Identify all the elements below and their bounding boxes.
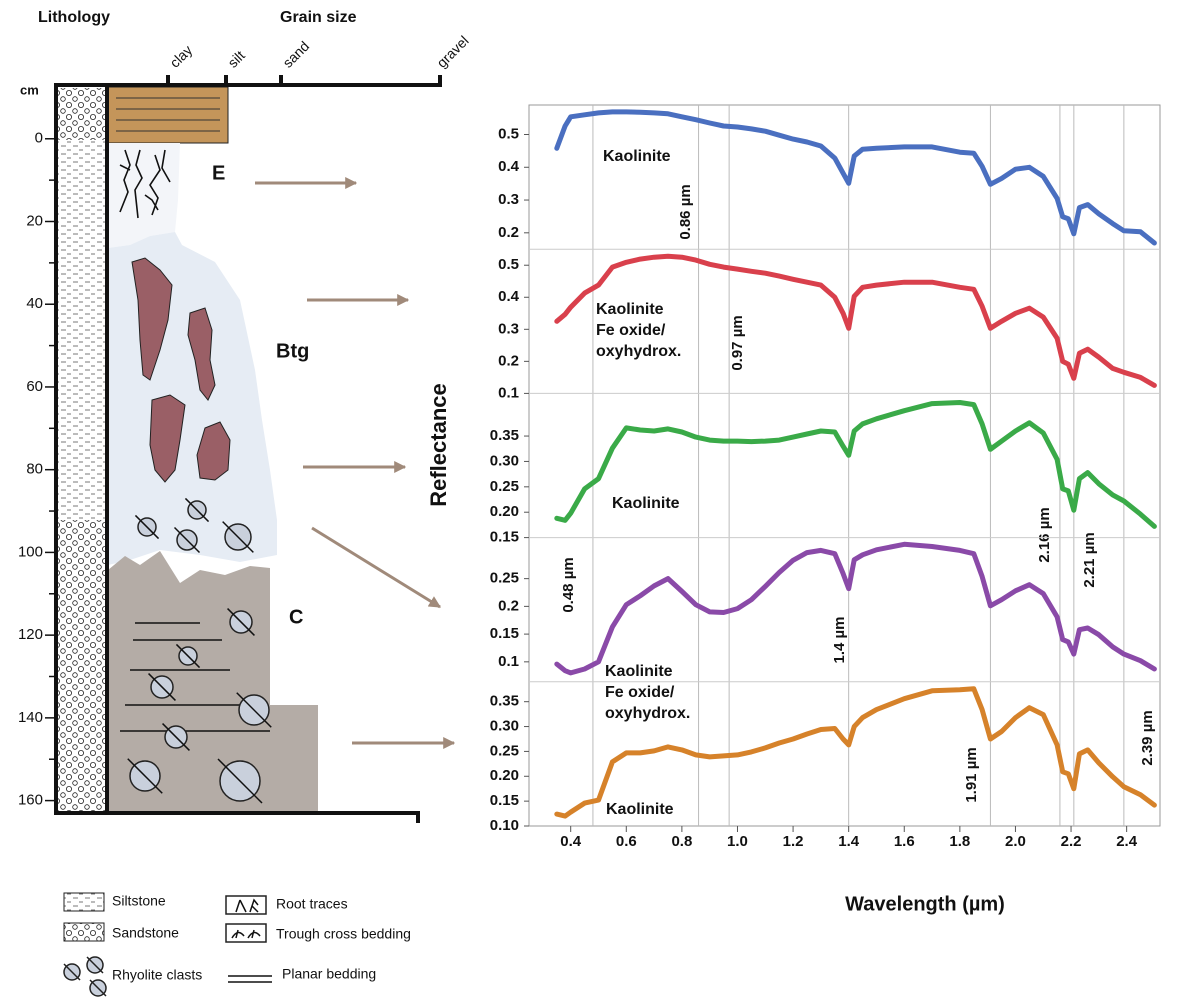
page: Lithology Grain size cm xyxy=(0,0,1184,999)
legend-label: Trough cross bedding xyxy=(276,926,411,942)
y-tick-label: 0.20 xyxy=(490,503,519,520)
reference-label: 2.21 µm xyxy=(1081,532,1098,587)
depth-unit: cm xyxy=(20,82,39,97)
x-tick-label: 0.4 xyxy=(560,833,582,850)
e-horizon xyxy=(108,143,180,248)
reference-label: 2.39 µm xyxy=(1139,710,1156,765)
x-tick-label: 0.8 xyxy=(671,833,692,850)
legend-swatch xyxy=(64,893,104,911)
mineral-label: oxyhydrox. xyxy=(605,705,690,722)
y-tick-label: 0.20 xyxy=(490,767,519,784)
horizon-label: C xyxy=(289,606,303,628)
reference-label: 2.16 µm xyxy=(1036,507,1053,562)
spectrum-line xyxy=(557,544,1155,673)
arrows xyxy=(255,183,454,743)
mineral-label: Kaolinite xyxy=(612,495,680,512)
depth-tick-label: 120 xyxy=(18,626,43,643)
y-tick-label: 0.3 xyxy=(498,191,519,208)
y-tick-label: 0.4 xyxy=(498,158,520,175)
legend: Siltstone Sandstone Root traces Trough c… xyxy=(64,893,411,996)
y-tick-label: 0.1 xyxy=(498,653,519,670)
grain-size-label: sand xyxy=(279,38,312,71)
grain-size-label: gravel xyxy=(433,32,471,70)
y-tick-label: 0.5 xyxy=(498,256,519,273)
x-tick-label: 1.4 xyxy=(838,833,860,850)
depth-tick-label: 20 xyxy=(26,212,43,229)
sandstone-layer xyxy=(58,88,106,140)
x-tick-label: 1.8 xyxy=(949,833,970,850)
y-axis-title: Reflectance xyxy=(426,383,451,507)
y-tick-label: 0.35 xyxy=(490,427,519,444)
mineral-label: Kaolinite xyxy=(596,301,664,318)
reference-label: 0.86 µm xyxy=(677,184,694,239)
y-tick-label: 0.25 xyxy=(490,570,519,587)
y-tick-label: 0.15 xyxy=(490,529,519,546)
legend-label: Planar bedding xyxy=(282,966,376,982)
reference-label: 1.91 µm xyxy=(963,747,980,802)
x-tick-label: 0.6 xyxy=(616,833,637,850)
y-tick-label: 0.30 xyxy=(490,718,519,735)
legend-swatch xyxy=(64,957,106,996)
y-tick-label: 0.25 xyxy=(490,742,519,759)
reference-label: 1.4 µm xyxy=(831,617,848,664)
y-tick-label: 0.2 xyxy=(498,352,519,369)
depth-axis: 0 20 40 60 80 100 120 140 160 xyxy=(18,130,56,809)
x-tick-label: 2.0 xyxy=(1005,833,1026,850)
spectrum-line xyxy=(557,112,1155,243)
x-tick-label: 2.4 xyxy=(1116,833,1138,850)
depth-tick-label: 80 xyxy=(26,461,43,478)
legend-swatch xyxy=(226,924,266,942)
sandstone-layer xyxy=(58,520,106,811)
x-tick-label: 1.6 xyxy=(894,833,915,850)
x-tick-label: 2.2 xyxy=(1061,833,1082,850)
siltstone-layer xyxy=(58,140,106,520)
figure: Lithology Grain size cm xyxy=(0,0,1184,999)
horizon-label: Btg xyxy=(276,340,309,362)
mineral-label: Fe oxide/ xyxy=(605,684,675,701)
grain-size-label: silt xyxy=(224,47,247,70)
legend-label: Siltstone xyxy=(112,893,166,909)
y-tick-label: 0.2 xyxy=(498,597,519,614)
grain-size-title: Grain size xyxy=(280,9,357,26)
x-axis-title: Wavelength (µm) xyxy=(845,893,1005,915)
y-tick-label: 0.5 xyxy=(498,125,519,142)
spectra-chart: Reflectance Wavelength (µm) 0.48 µm 0.86 … xyxy=(426,105,1160,915)
reference-label: 0.97 µm xyxy=(729,315,746,370)
mineral-label: Kaolinite xyxy=(603,148,671,165)
x-tick-label: 1.2 xyxy=(783,833,804,850)
y-tick-label: 0.4 xyxy=(498,288,520,305)
depth-tick-label: 0 xyxy=(35,130,43,147)
y-tick-label: 0.15 xyxy=(490,625,519,642)
top-layer xyxy=(108,87,228,143)
lithology-title: Lithology xyxy=(38,9,110,26)
y-tick-label: 0.25 xyxy=(490,478,519,495)
legend-swatch xyxy=(228,976,272,982)
depth-tick-label: 160 xyxy=(18,792,43,809)
x-tick-label: 1.0 xyxy=(727,833,748,850)
y-tick-label: 0.30 xyxy=(490,452,519,469)
horizon-label: E xyxy=(212,162,225,184)
spectrum-line xyxy=(557,256,1155,385)
grain-size-label: clay xyxy=(166,42,195,71)
y-tick-label: 0.3 xyxy=(498,320,519,337)
mineral-label: Kaolinite xyxy=(605,663,673,680)
depth-tick-label: 40 xyxy=(26,295,43,312)
reference-label: 0.48 µm xyxy=(560,557,577,612)
legend-label: Root traces xyxy=(276,896,348,912)
y-tick-label: 0.10 xyxy=(490,817,519,834)
lithology-diagram: Lithology Grain size cm xyxy=(18,9,472,996)
y-tick-label: 0.2 xyxy=(498,224,519,241)
y-tick-label: 0.35 xyxy=(490,693,519,710)
mineral-label: Fe oxide/ xyxy=(596,322,666,339)
mineral-label: Kaolinite xyxy=(606,801,674,818)
legend-swatch xyxy=(64,923,104,941)
depth-tick-label: 140 xyxy=(18,709,43,726)
depth-tick-label: 100 xyxy=(18,543,43,560)
y-tick-label: 0.1 xyxy=(498,384,519,401)
mineral-label: oxyhydrox. xyxy=(596,343,681,360)
depth-tick-label: 60 xyxy=(26,378,43,395)
legend-label: Sandstone xyxy=(112,925,179,941)
legend-label: Rhyolite clasts xyxy=(112,967,202,983)
y-tick-label: 0.15 xyxy=(490,792,519,809)
